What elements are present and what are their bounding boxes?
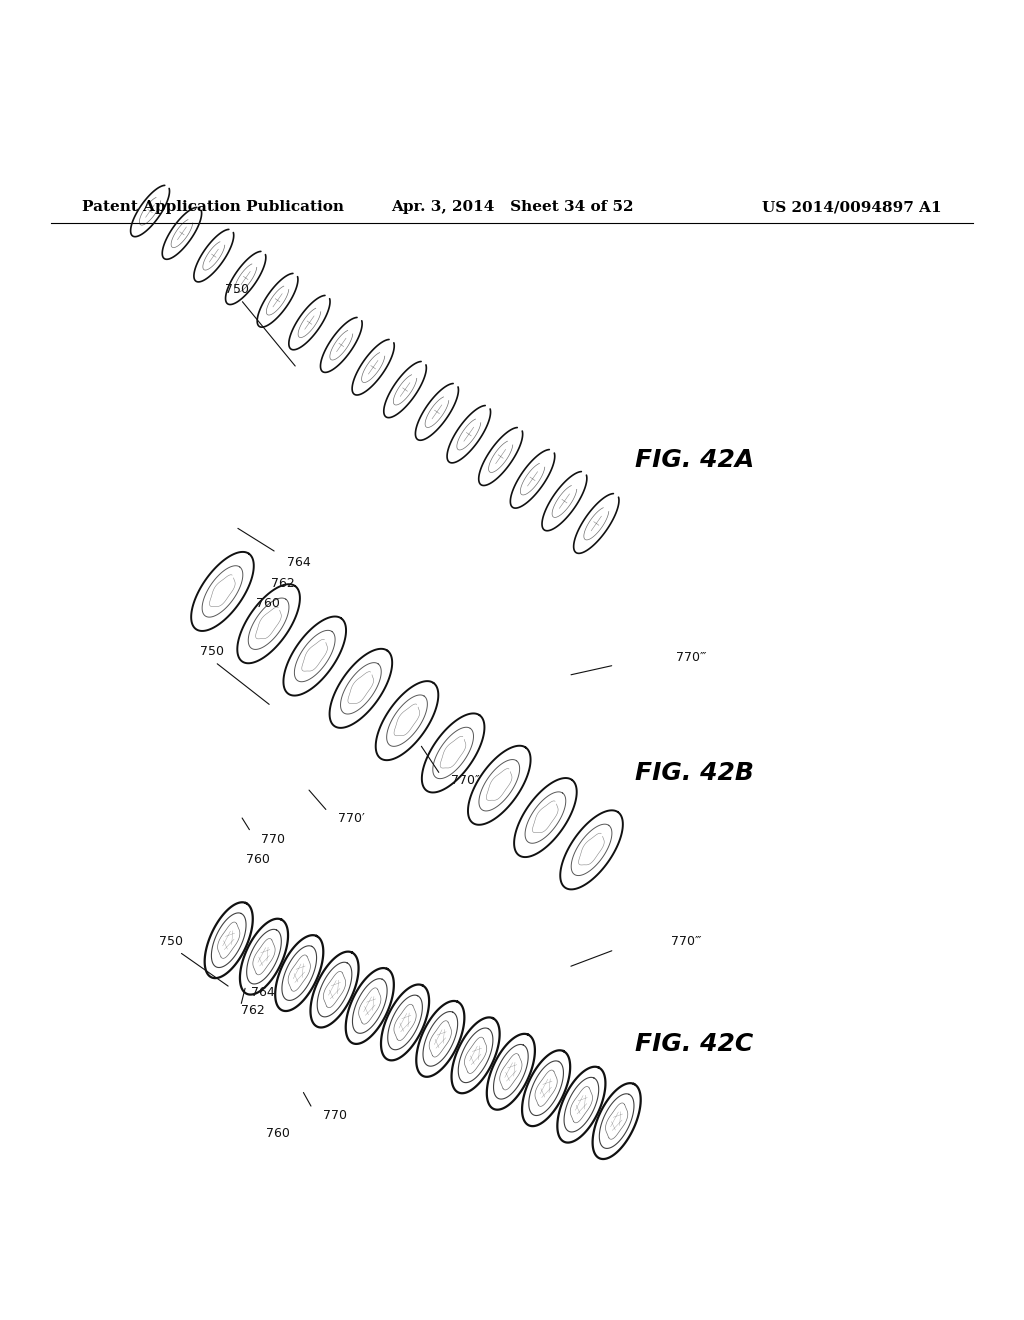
Text: 760: 760 [246, 853, 269, 866]
Text: 770′: 770′ [338, 812, 365, 825]
Text: 770″: 770″ [451, 775, 479, 787]
Text: US 2014/0094897 A1: US 2014/0094897 A1 [763, 201, 942, 214]
Text: Patent Application Publication: Patent Application Publication [82, 201, 344, 214]
Text: 750: 750 [159, 935, 182, 948]
Text: 770: 770 [323, 1109, 346, 1122]
Text: 750: 750 [225, 282, 249, 296]
Text: 770‴: 770‴ [671, 935, 701, 948]
Text: 764: 764 [287, 556, 310, 569]
Text: 770: 770 [261, 833, 285, 846]
Text: 770‴: 770‴ [676, 652, 707, 664]
Text: 762: 762 [271, 577, 295, 590]
Text: 762: 762 [241, 1003, 264, 1016]
Text: FIG. 42C: FIG. 42C [635, 1032, 753, 1056]
Text: 764: 764 [251, 986, 274, 999]
Text: 750: 750 [200, 645, 223, 659]
Text: FIG. 42A: FIG. 42A [635, 449, 754, 473]
Text: FIG. 42B: FIG. 42B [635, 760, 754, 784]
Text: Apr. 3, 2014   Sheet 34 of 52: Apr. 3, 2014 Sheet 34 of 52 [391, 201, 633, 214]
Text: 760: 760 [256, 597, 280, 610]
Text: 760: 760 [266, 1126, 290, 1139]
